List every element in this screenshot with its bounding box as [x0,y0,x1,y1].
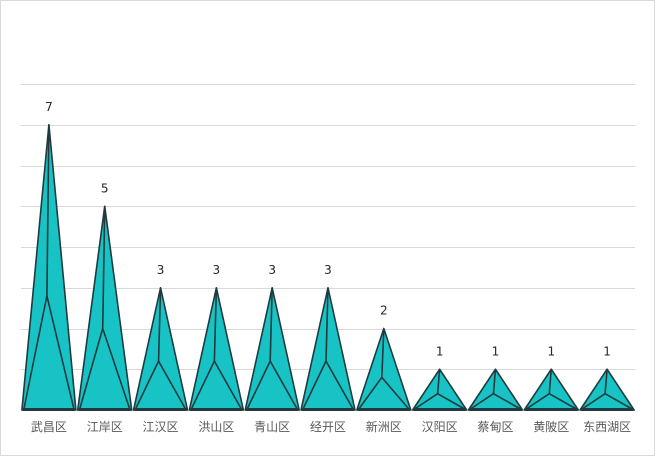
pyramid-edge [548,369,553,394]
chart-labels: 7 武昌区 5 江岸区 3 江汉区 3 洪山区 3 青山区 3 经开区 2 新洲区 1 汉阳区 1 蔡甸区 1 黄陂区… [31,100,631,434]
category-label: 洪山区 [198,420,234,434]
category-label: 新洲区 [366,419,402,434]
pyramid-edge [437,393,466,410]
data-label: 1 [436,344,444,358]
data-label: 1 [547,344,555,358]
pyramid-edge [46,124,50,296]
pyramid-edge [492,369,497,394]
pyramid-bar [132,286,189,411]
pyramid-edge [134,360,160,410]
pyramid-edge [604,369,608,394]
pyramid-edge [381,376,410,410]
pyramid-bar [411,368,468,411]
pyramid-edge [604,393,633,410]
data-label: 1 [492,344,500,358]
pyramid-edge [46,295,75,410]
data-label: 3 [324,263,332,277]
pyramid-edge [325,360,354,410]
pyramid-edge [381,328,385,378]
category-label: 黄陂区 [533,419,569,434]
pyramid-bar [188,286,245,411]
pyramid-edge [269,360,298,410]
pyramid-edge [470,393,494,410]
category-label: 江岸区 [87,420,123,434]
pyramid-edge [23,295,48,410]
pyramid-edge [414,393,439,410]
chart-marks [21,123,635,411]
pyramid-edge [101,328,131,410]
category-label: 江汉区 [143,420,179,434]
pyramid-bar [467,368,524,411]
pyramid-bar [523,368,580,411]
category-label: 武昌区 [31,420,67,434]
pyramid-edge [101,206,106,329]
pyramid-edge [213,287,218,362]
pyramid-bar [76,205,133,411]
category-label: 东西湖区 [583,419,631,434]
data-label: 5 [101,181,109,195]
pyramid-edge [246,360,271,410]
pyramid-bar [356,327,412,411]
pyramid-edge [358,376,383,410]
pyramid-edge [213,360,243,410]
pyramid-edge [581,393,606,410]
data-label: 2 [380,304,388,318]
pyramid-edge [269,287,273,362]
pyramid-edge [302,360,327,410]
pyramid-edge [525,393,550,410]
pyramid-bar [244,286,300,411]
data-label: 3 [268,263,276,277]
pyramid-edge [325,287,329,362]
category-label: 经开区 [310,420,346,434]
pyramid-edge [436,369,441,394]
data-label: 7 [45,100,53,114]
pyramid-edge [157,287,162,362]
pyramid-edge [157,360,187,410]
data-label: 3 [157,263,165,277]
pyramid-bar [21,123,77,411]
data-label: 3 [213,263,221,277]
category-label: 蔡甸区 [477,420,513,434]
pyramid-edge [493,393,521,410]
category-label: 汉阳区 [422,420,458,434]
pyramid-bar [300,286,356,411]
pyramid-edge [78,328,104,410]
pyramid-edge [190,360,216,410]
pyramid-edge [548,393,577,410]
data-label: 1 [603,344,611,358]
category-label: 青山区 [254,420,290,434]
pyramid-bar [579,368,635,411]
